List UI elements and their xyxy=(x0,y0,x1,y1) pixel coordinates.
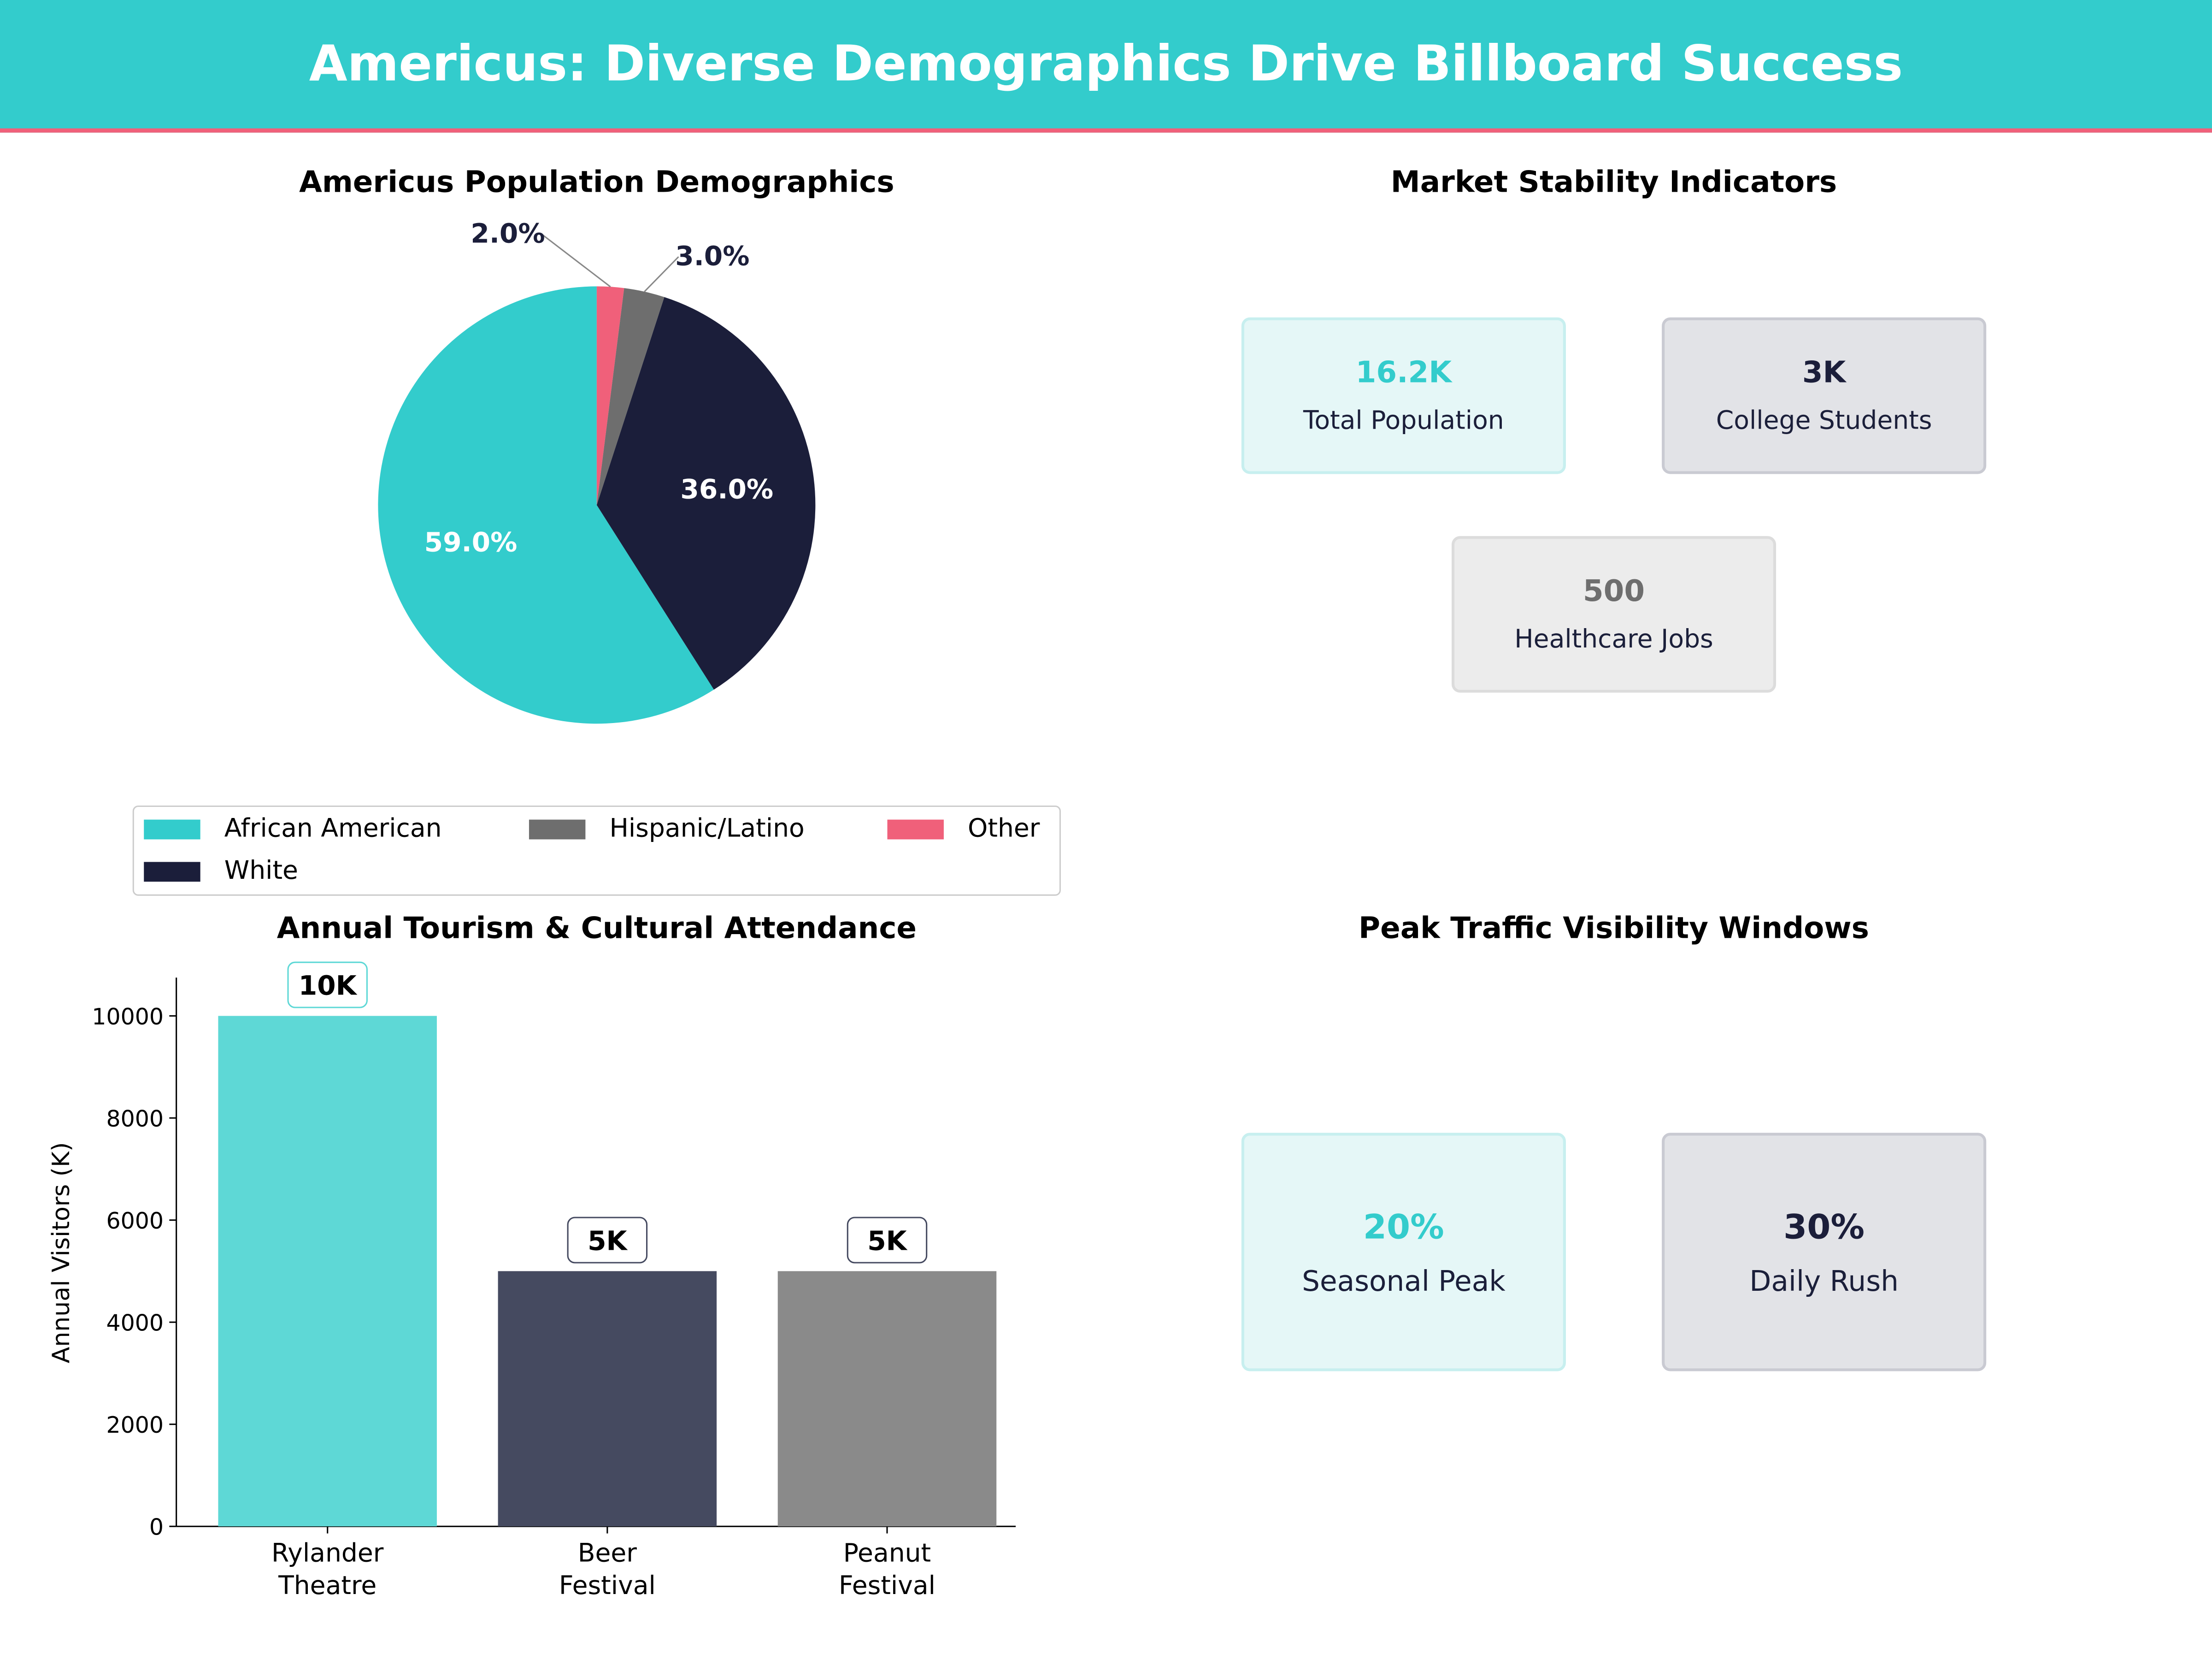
card-seasonal-peak: 20% Seasonal Peak xyxy=(1241,1133,1566,1371)
card-total-population: 16.2K Total Population xyxy=(1241,317,1566,474)
card-label: Healthcare Jobs xyxy=(1514,625,1713,655)
card-healthcare-jobs: 500 Healthcare Jobs xyxy=(1451,536,1777,693)
bar-data-label: 5K xyxy=(588,1225,628,1256)
x-tick-label: Festival xyxy=(839,1571,935,1600)
pie-slice-other xyxy=(596,286,624,505)
legend-item-other: Other xyxy=(887,814,1040,844)
y-tick-label: 10000 xyxy=(92,1004,164,1030)
bar-data-label: 5K xyxy=(867,1225,907,1256)
legend-item-white: White xyxy=(144,856,298,886)
bar xyxy=(218,1016,437,1527)
bar-title: Annual Tourism & Cultural Attendance xyxy=(276,911,917,946)
pie-data-label: 36.0% xyxy=(680,474,773,505)
y-axis-label: Annual Visitors (K) xyxy=(47,1142,75,1363)
x-tick-label: Festival xyxy=(559,1571,656,1600)
pie-slice-hispanic xyxy=(596,288,665,505)
traffic-title: Peak Traffic Visibility Windows xyxy=(1359,911,1869,946)
pie-title: Americus Population Demographics xyxy=(299,165,894,199)
card-value: 30% xyxy=(1783,1206,1865,1247)
page-title: Americus: Diverse Demographics Drive Bil… xyxy=(309,36,1903,93)
legend-swatch xyxy=(144,861,200,881)
pie-label-leader xyxy=(541,233,611,288)
card-label: College Students xyxy=(1716,406,1932,436)
data-label-box xyxy=(847,1217,928,1264)
card-value: 3K xyxy=(1802,355,1846,389)
pie-slice-white xyxy=(596,297,816,690)
pie-slice-african-american xyxy=(378,286,714,724)
card-value: 20% xyxy=(1363,1206,1444,1247)
card-label: Total Population xyxy=(1303,406,1504,436)
pie-legend: African American White Hispanic/Latino O… xyxy=(132,805,1061,896)
card-label: Seasonal Peak xyxy=(1302,1263,1506,1297)
legend-swatch xyxy=(144,819,200,839)
x-tick-label: Beer xyxy=(578,1538,637,1568)
pie-label-leader xyxy=(644,256,679,292)
pie-data-label: 2.0% xyxy=(471,218,545,249)
data-label-box xyxy=(287,961,368,1008)
card-college-students: 3K College Students xyxy=(1662,317,1987,474)
pie-data-label: 3.0% xyxy=(675,241,749,272)
legend-label: African American xyxy=(224,814,442,844)
y-tick-label: 2000 xyxy=(106,1412,164,1438)
card-daily-rush: 30% Daily Rush xyxy=(1662,1133,1987,1371)
pie-chart: 59.0% 36.0% 3.0% 2.0% xyxy=(378,218,816,724)
bar xyxy=(777,1271,997,1527)
y-tick-label: 4000 xyxy=(106,1310,164,1336)
legend-item-african-american: African American xyxy=(144,814,442,844)
x-tick-label: Peanut xyxy=(843,1538,931,1568)
legend-label: Hispanic/Latino xyxy=(609,814,805,844)
bar xyxy=(498,1271,717,1527)
card-value: 500 xyxy=(1583,574,1645,608)
bar-data-label: 10K xyxy=(299,970,358,1001)
legend-swatch xyxy=(529,819,586,839)
header-banner: Americus: Diverse Demographics Drive Bil… xyxy=(0,0,2212,133)
legend-label: White xyxy=(224,856,298,886)
card-value: 16.2K xyxy=(1355,355,1452,389)
y-tick-label: 8000 xyxy=(106,1106,164,1132)
x-tick-label: Theatre xyxy=(278,1571,377,1600)
x-tick-label: Rylander xyxy=(271,1538,384,1568)
legend-item-hispanic: Hispanic/Latino xyxy=(529,814,805,844)
y-tick-label: 6000 xyxy=(106,1208,164,1234)
bar-chart: 0 2000 4000 6000 8000 10000 Annual Visitors (K… xyxy=(47,961,1016,1600)
card-label: Daily Rush xyxy=(1749,1263,1899,1297)
data-label-box xyxy=(567,1217,648,1264)
y-tick-label: 0 xyxy=(149,1514,164,1541)
legend-label: Other xyxy=(967,814,1040,844)
market-title: Market Stability Indicators xyxy=(1390,165,1837,199)
pie-data-label: 59.0% xyxy=(424,527,518,558)
legend-swatch xyxy=(887,819,944,839)
